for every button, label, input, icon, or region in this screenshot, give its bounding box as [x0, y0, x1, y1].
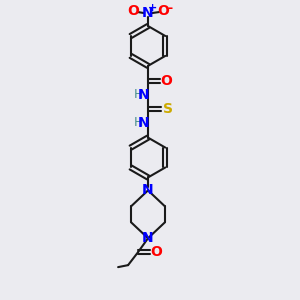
Text: H: H [134, 88, 143, 101]
Text: N: N [138, 88, 150, 102]
Text: N: N [142, 231, 154, 245]
Text: H: H [134, 116, 143, 129]
Text: S: S [163, 102, 173, 116]
Text: O: O [160, 74, 172, 88]
Text: O: O [127, 4, 139, 18]
Text: +: + [148, 3, 158, 13]
Text: N: N [142, 183, 154, 197]
Text: O: O [150, 245, 162, 259]
Text: -: - [167, 2, 172, 15]
Text: O: O [157, 4, 169, 18]
Text: N: N [138, 116, 150, 130]
Text: N: N [142, 6, 154, 20]
